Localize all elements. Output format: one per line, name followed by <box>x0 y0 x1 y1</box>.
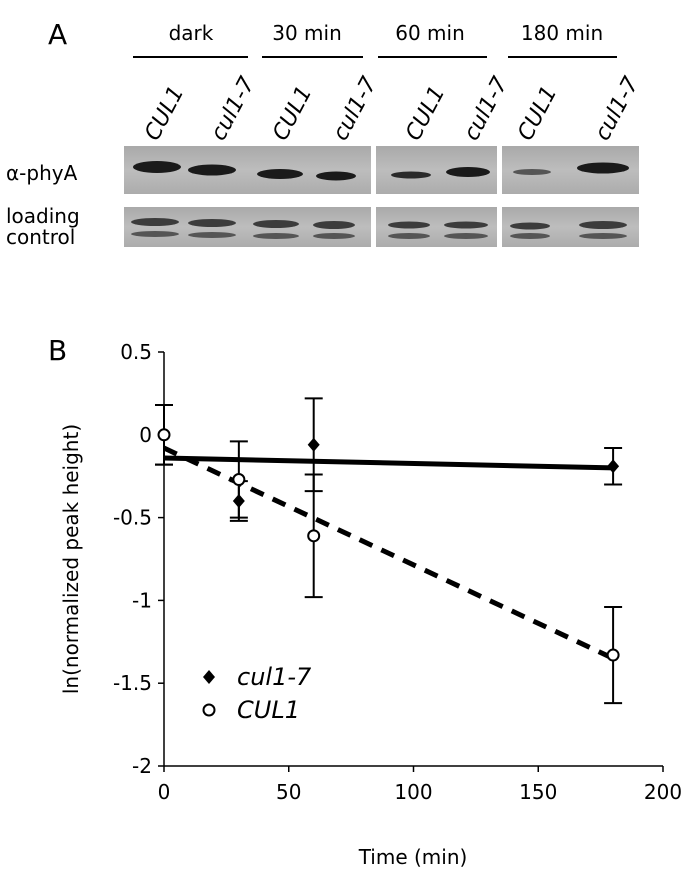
y-tick-label: -2 <box>132 754 152 778</box>
x-tick-label: 200 <box>644 780 682 804</box>
data-point-diamond <box>607 459 620 474</box>
legend-label-cul1-7: cul1-7 <box>237 663 312 691</box>
data-point-circle <box>307 529 321 543</box>
x-tick-label: 50 <box>276 780 301 804</box>
lane-label-3: CUL1 <box>268 82 317 145</box>
lane-label-8: cul1-7 <box>590 73 644 145</box>
phya-band-lane-2 <box>188 164 236 176</box>
lane-label-7: CUL1 <box>513 82 562 145</box>
x-tick-label: 100 <box>394 780 432 804</box>
chart-data-points <box>157 427 620 662</box>
panel-a-western-blot: A dark 30 min 60 min 180 min CUL1 cul1-7… <box>6 18 644 249</box>
legend-marker-circle <box>202 703 216 717</box>
panel-a-letter: A <box>48 18 67 51</box>
legend-marker-diamond <box>203 670 215 684</box>
blot-strip-phya <box>124 146 639 194</box>
data-point-diamond <box>307 437 320 452</box>
y-tick-label: -1.5 <box>113 671 152 695</box>
y-tick-label: -0.5 <box>113 506 152 530</box>
time-group-label-30min: 30 min <box>272 21 342 45</box>
phya-band-lane-1 <box>133 161 181 173</box>
y-tick-label: 0 <box>139 423 152 447</box>
phya-band-lane-5 <box>391 171 431 179</box>
lane-label-2: cul1-7 <box>206 73 260 145</box>
panel-b-letter: B <box>48 334 67 367</box>
row-label-loading: loading <box>6 204 80 228</box>
phya-band-lane-3 <box>257 169 303 179</box>
trend-line-cul1-7 <box>163 455 614 471</box>
x-tick-label: 0 <box>158 780 171 804</box>
lane-label-5: CUL1 <box>401 82 450 145</box>
panel-b-chart: B 0.50-0.5-1-1.5-20 50 100 150 200 cul1-7CUL… <box>48 334 682 869</box>
data-point-diamond <box>232 494 245 509</box>
y-tick-label: 0.5 <box>120 340 152 364</box>
blot-strip-loading-control <box>124 207 639 247</box>
phya-band-lane-7 <box>513 169 551 175</box>
y-axis-label: ln(normalized peak height) <box>59 424 83 694</box>
lane-label-4: cul1-7 <box>328 73 382 145</box>
lane-label-6: cul1-7 <box>459 73 513 145</box>
time-group-label-dark: dark <box>169 21 214 45</box>
x-axis-label: Time (min) <box>358 845 468 869</box>
data-point-circle <box>606 648 620 662</box>
legend-label-CUL1: CUL1 <box>237 696 300 724</box>
phya-band-lane-6 <box>446 167 490 177</box>
lane-labels: CUL1 cul1-7 CUL1 cul1-7 CUL1 cul1-7 CUL1… <box>140 73 644 145</box>
time-group-label-60min: 60 min <box>395 21 465 45</box>
time-group-headers: dark 30 min 60 min 180 min <box>133 21 617 58</box>
lane-label-1: CUL1 <box>140 82 189 145</box>
row-label-control: control <box>6 225 75 249</box>
y-tick-label: -1 <box>132 588 152 612</box>
trend-line-CUL1 <box>162 445 615 661</box>
phya-band-lane-8 <box>577 162 629 174</box>
chart-axes: 0.50-0.5-1-1.5-20 50 100 150 200 <box>113 340 682 804</box>
chart-legend: cul1-7 CUL1 <box>202 663 312 724</box>
chart-trend-lines <box>162 445 615 661</box>
row-label-phya: α-phyA <box>6 161 78 185</box>
time-group-label-180min: 180 min <box>521 21 603 45</box>
data-point-circle <box>157 428 171 442</box>
data-point-circle <box>232 473 246 487</box>
x-tick-label: 150 <box>519 780 557 804</box>
phya-band-lane-4 <box>316 171 356 181</box>
